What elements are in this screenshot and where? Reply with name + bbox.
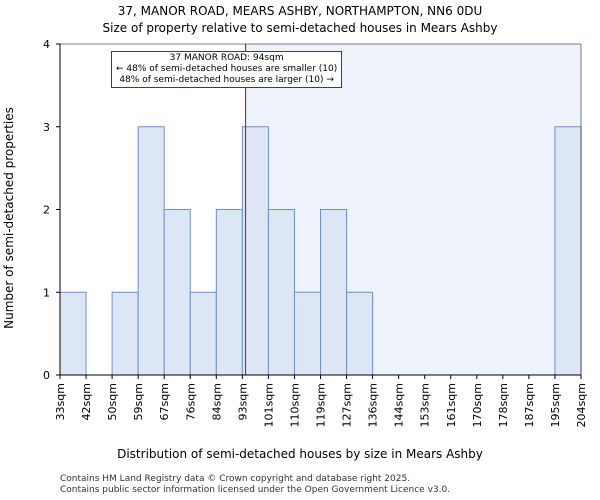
y-tick-label: 2 xyxy=(43,204,50,217)
x-tick-label: 67sqm xyxy=(158,383,171,420)
bar-67sqm xyxy=(163,209,191,376)
x-tick-label: 119sqm xyxy=(315,383,328,427)
chart-subtitle: Size of property relative to semi-detach… xyxy=(103,21,498,35)
x-tick-label: 178sqm xyxy=(497,383,510,427)
x-tick-label: 187sqm xyxy=(523,383,536,427)
bar-33sqm xyxy=(59,291,87,376)
bar-110sqm xyxy=(293,291,322,376)
annotation-line-1: 37 MANOR ROAD: 94sqm xyxy=(169,53,284,63)
x-tick-label: 127sqm xyxy=(341,383,354,427)
y-tick-label: 3 xyxy=(43,121,50,134)
y-tick-label: 0 xyxy=(43,369,50,382)
y-tick-label: 1 xyxy=(43,286,50,299)
x-tick-label: 144sqm xyxy=(393,383,406,427)
y-axis-label: Number of semi-detached properties xyxy=(2,107,16,329)
x-tick-label: 161sqm xyxy=(445,383,458,427)
x-tick-label: 136sqm xyxy=(367,383,380,427)
x-tick-label: 170sqm xyxy=(471,383,484,427)
x-tick-label: 76sqm xyxy=(184,383,197,420)
bar-59sqm xyxy=(137,126,165,376)
x-tick-label: 42sqm xyxy=(80,383,93,420)
x-tick-label: 110sqm xyxy=(288,383,301,427)
bar-93sqm xyxy=(241,126,269,376)
x-tick-label: 93sqm xyxy=(236,383,249,420)
x-tick-label: 204sqm xyxy=(575,383,588,427)
x-tick-label: 153sqm xyxy=(419,383,432,427)
y-tick-label: 4 xyxy=(43,38,50,51)
bar-76sqm xyxy=(189,291,217,376)
bar-84sqm xyxy=(215,209,243,376)
annotation-line-2: ← 48% of semi-detached houses are smalle… xyxy=(116,64,338,74)
x-tick-label: 33sqm xyxy=(54,383,67,420)
x-axis-label: Distribution of semi-detached houses by … xyxy=(117,447,483,461)
annotation-line-3: 48% of semi-detached houses are larger (… xyxy=(119,75,334,85)
x-tick-label: 195sqm xyxy=(549,383,562,427)
bar-101sqm xyxy=(267,209,295,376)
bar-195sqm xyxy=(554,126,582,376)
bar-127sqm xyxy=(346,291,374,376)
x-tick-label: 59sqm xyxy=(132,383,145,420)
x-tick-label: 84sqm xyxy=(210,383,223,420)
property-annotation: 37 MANOR ROAD: 94sqm ← 48% of semi-detac… xyxy=(111,51,343,88)
footer-line-1: Contains HM Land Registry data © Crown c… xyxy=(60,474,411,484)
bar-119sqm xyxy=(320,209,348,376)
x-tick-label: 50sqm xyxy=(106,383,119,420)
footer-line-2: Contains public sector information licen… xyxy=(60,485,451,495)
bar-50sqm xyxy=(111,291,139,376)
x-tick-label: 101sqm xyxy=(262,383,275,427)
chart-title: 37, MANOR ROAD, MEARS ASHBY, NORTHAMPTON… xyxy=(118,4,482,18)
